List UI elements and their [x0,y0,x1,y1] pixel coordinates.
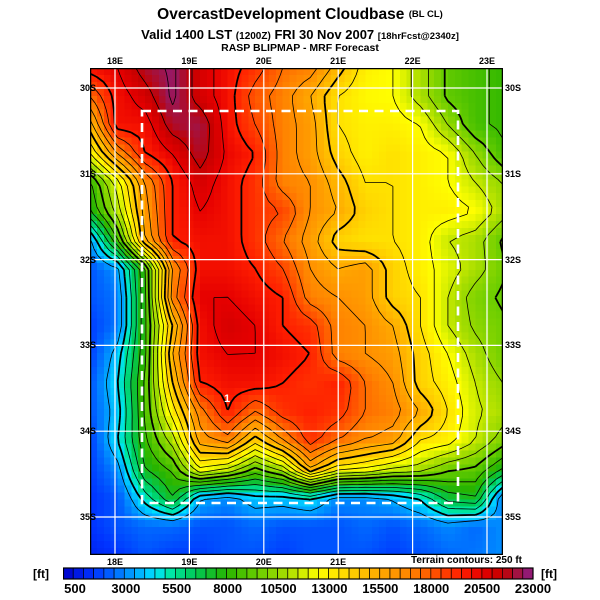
terrain-contour-lines [90,68,503,524]
lat-tick-left: 31S [79,168,96,179]
map-border [90,68,503,555]
page-title: OvercastDevelopment Cloudbase (BL CL) [0,6,600,24]
latlon-grid [90,68,503,555]
lon-tick-top: 18E [106,56,123,66]
heatmap-plot: 1 [90,68,503,555]
colorbar-tick-label: 18000 [413,581,450,596]
colorbar-tick-label: 500 [64,581,86,596]
valid-time-line: Valid 1400 LST (1200Z) FRI 30 Nov 2007 [… [0,27,600,42]
colorbar-tick-label: 23000 [514,581,552,596]
lon-tick-top: 21E [330,56,347,66]
lat-tick-right: 30S [505,83,522,93]
colorbar-tick-label: 10500 [260,581,297,596]
title-qualifier: (BL CL) [408,9,443,20]
init-time: (1200Z) [235,31,271,42]
title-main: OvercastDevelopment Cloudbase [157,6,405,23]
colorbar-strip [63,567,534,580]
colorbar-unit-left: [ft] [33,567,49,581]
colorbar-tick-label: 15500 [362,581,399,596]
lat-tick-left: 32S [79,254,96,265]
site-marker: 1 [224,393,230,405]
forecast-offset: [18hrFcst@2340z] [377,31,459,42]
colorbar-tick-label: 8000 [213,581,243,596]
model-line: RASP BLIPMAP - MRF Forecast [221,42,379,54]
nested-domain-outline [140,109,460,505]
colorbar-tick-label: 5500 [162,581,192,596]
lon-tick-top: 22E [404,56,421,66]
terrain-contour-note: Terrain contours: 250 ft [411,555,522,566]
colorbar-tick-label: 13000 [311,581,348,596]
lon-tick-bottom: 20E [255,557,272,567]
lon-tick-bottom: 19E [181,557,198,567]
lon-tick-bottom: 21E [330,557,347,567]
lat-tick-right: 35S [505,512,522,522]
forecast-map: 1 [90,68,503,555]
lon-tick-top: 20E [255,56,272,66]
lon-tick-top: 19E [181,56,198,66]
lat-tick-left: 33S [79,340,96,351]
lon-tick-top: 23E [478,56,495,66]
valid-time: Valid 1400 LST [141,27,233,42]
lat-tick-left: 30S [79,83,96,93]
lat-tick-right: 32S [505,254,522,265]
colorbar-unit-right: [ft] [541,567,557,581]
lat-tick-right: 33S [505,340,522,351]
lat-tick-right: 31S [505,168,522,179]
lon-tick-bottom: 18E [106,557,123,567]
colorbar-tick-label: 3000 [111,581,141,596]
colorbar [63,567,534,580]
lat-tick-right: 34S [505,426,522,437]
colorbar-tick-label: 20500 [464,581,501,596]
valid-date: FRI 30 Nov 2007 [274,27,375,42]
lat-tick-left: 34S [79,426,96,437]
lat-tick-left: 35S [79,512,96,522]
